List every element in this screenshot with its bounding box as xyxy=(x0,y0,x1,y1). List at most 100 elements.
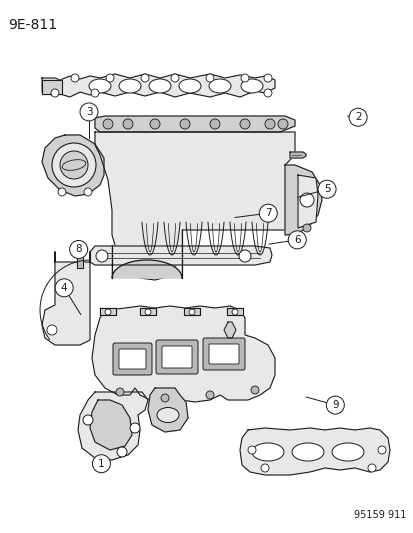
FancyBboxPatch shape xyxy=(161,346,192,368)
FancyBboxPatch shape xyxy=(202,338,244,370)
Circle shape xyxy=(71,74,79,82)
Circle shape xyxy=(55,279,73,297)
Ellipse shape xyxy=(149,79,171,93)
Circle shape xyxy=(103,119,113,129)
Polygon shape xyxy=(223,322,235,338)
Circle shape xyxy=(141,74,149,82)
Polygon shape xyxy=(100,308,116,315)
Circle shape xyxy=(105,309,111,315)
Polygon shape xyxy=(92,306,274,402)
Circle shape xyxy=(161,394,169,402)
Circle shape xyxy=(96,250,108,262)
Circle shape xyxy=(123,119,133,129)
Text: 95159 911: 95159 911 xyxy=(353,510,405,520)
FancyBboxPatch shape xyxy=(209,344,238,364)
Circle shape xyxy=(250,386,259,394)
Ellipse shape xyxy=(178,79,201,93)
Circle shape xyxy=(145,309,151,315)
Polygon shape xyxy=(42,135,104,196)
Circle shape xyxy=(260,464,268,472)
Text: 7: 7 xyxy=(264,208,271,218)
Circle shape xyxy=(302,224,310,232)
Circle shape xyxy=(247,446,255,454)
Ellipse shape xyxy=(157,408,178,423)
Circle shape xyxy=(69,240,88,259)
Circle shape xyxy=(106,74,114,82)
Circle shape xyxy=(206,74,214,82)
Circle shape xyxy=(209,119,219,129)
Polygon shape xyxy=(226,308,242,315)
Polygon shape xyxy=(112,230,182,278)
Text: 9E-811: 9E-811 xyxy=(8,18,57,32)
Circle shape xyxy=(116,388,124,396)
Ellipse shape xyxy=(240,79,262,93)
Circle shape xyxy=(299,193,313,207)
Circle shape xyxy=(84,188,92,196)
Circle shape xyxy=(51,89,59,97)
Circle shape xyxy=(58,188,66,196)
Polygon shape xyxy=(240,428,389,475)
Ellipse shape xyxy=(252,443,283,461)
Circle shape xyxy=(277,119,287,129)
Polygon shape xyxy=(78,392,147,460)
Ellipse shape xyxy=(291,443,323,461)
Circle shape xyxy=(171,74,178,82)
Ellipse shape xyxy=(331,443,363,461)
Circle shape xyxy=(150,119,159,129)
Circle shape xyxy=(259,204,277,222)
Circle shape xyxy=(348,108,366,126)
Circle shape xyxy=(240,74,248,82)
FancyBboxPatch shape xyxy=(113,343,152,375)
Circle shape xyxy=(240,119,249,129)
Circle shape xyxy=(117,447,127,457)
Circle shape xyxy=(83,415,93,425)
Polygon shape xyxy=(42,252,90,345)
Circle shape xyxy=(206,391,214,399)
Polygon shape xyxy=(284,165,321,235)
FancyBboxPatch shape xyxy=(156,340,197,374)
Circle shape xyxy=(238,250,250,262)
Text: 8: 8 xyxy=(75,245,82,254)
Polygon shape xyxy=(147,388,188,432)
Circle shape xyxy=(180,119,190,129)
Polygon shape xyxy=(90,246,271,265)
Text: 5: 5 xyxy=(323,184,330,194)
Text: 3: 3 xyxy=(85,107,92,117)
Circle shape xyxy=(231,309,237,315)
Circle shape xyxy=(80,103,98,121)
Polygon shape xyxy=(289,152,305,158)
Circle shape xyxy=(60,151,88,179)
Circle shape xyxy=(47,325,57,335)
Ellipse shape xyxy=(89,79,111,93)
Circle shape xyxy=(92,455,110,473)
Text: 4: 4 xyxy=(61,283,67,293)
Ellipse shape xyxy=(209,79,230,93)
Polygon shape xyxy=(95,116,294,132)
Circle shape xyxy=(52,143,96,187)
Polygon shape xyxy=(183,308,199,315)
Polygon shape xyxy=(77,252,83,268)
Circle shape xyxy=(91,89,99,97)
Circle shape xyxy=(287,231,306,249)
Circle shape xyxy=(130,423,140,433)
Circle shape xyxy=(317,180,335,198)
Polygon shape xyxy=(95,132,309,280)
Text: 1: 1 xyxy=(98,459,104,469)
Circle shape xyxy=(263,74,271,82)
Circle shape xyxy=(264,119,274,129)
Polygon shape xyxy=(90,400,132,450)
Circle shape xyxy=(367,464,375,472)
Circle shape xyxy=(377,446,385,454)
Circle shape xyxy=(189,309,195,315)
Circle shape xyxy=(325,396,344,414)
Polygon shape xyxy=(140,308,156,315)
Polygon shape xyxy=(297,175,317,228)
FancyBboxPatch shape xyxy=(119,349,146,369)
Text: 9: 9 xyxy=(331,400,338,410)
Ellipse shape xyxy=(119,79,141,93)
Circle shape xyxy=(263,89,271,97)
Text: 2: 2 xyxy=(354,112,361,122)
Polygon shape xyxy=(42,80,62,94)
Polygon shape xyxy=(42,74,274,97)
Text: 6: 6 xyxy=(293,235,300,245)
